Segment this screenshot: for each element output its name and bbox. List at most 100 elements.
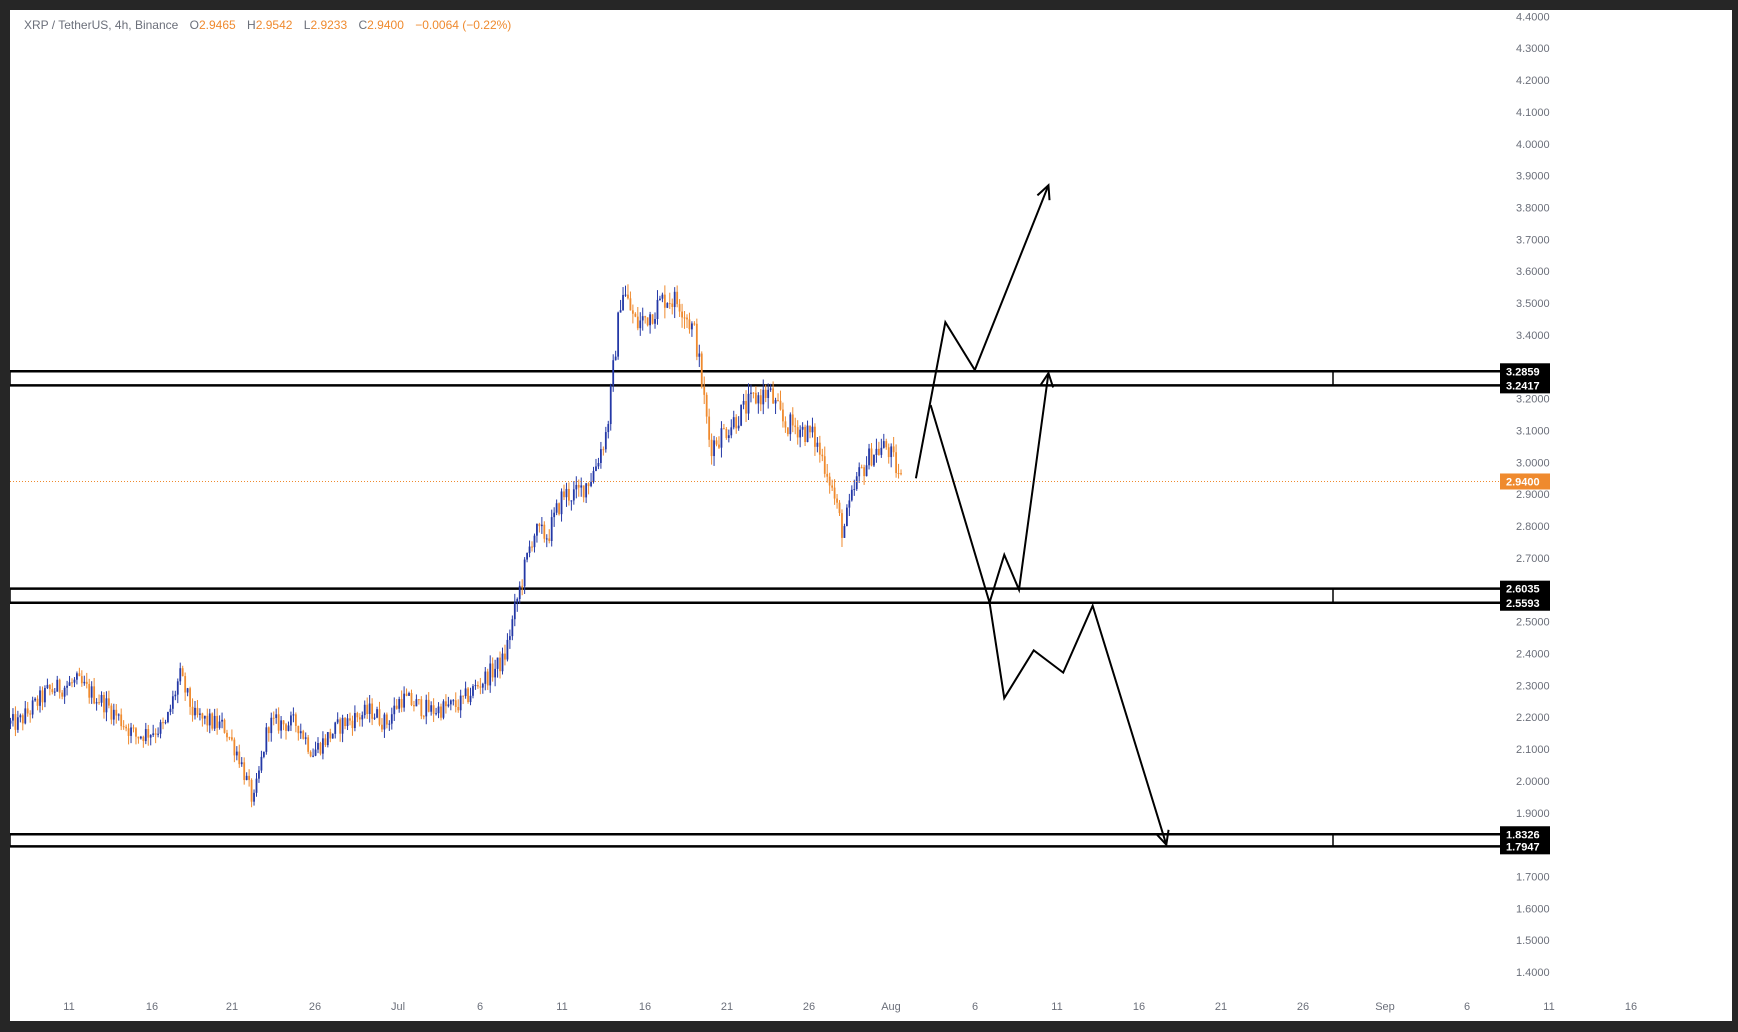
chart-panel[interactable]: 4.4000 4.3000 4.2000 4.1000 4.0000 3.9000 3.80… [10,10,1732,1021]
candle-body [614,356,617,361]
candle-body [430,705,433,712]
candle-body [784,421,787,428]
candle-body [95,702,98,704]
candle-body [442,701,445,718]
y-tick-label: 3.4000 [1516,330,1550,342]
zone-price-tag [1500,838,1550,855]
candle-body [553,512,556,518]
candle-body [36,698,39,706]
candle-body [110,705,113,720]
x-tick-label: 11 [63,1001,74,1013]
candle-body [848,500,851,508]
candle-body [39,690,41,706]
candle-body [376,709,378,718]
candle-body [393,705,396,715]
candle-body [501,653,504,672]
candle-body [737,425,740,429]
candle-body [641,316,644,321]
candle-body [723,428,725,430]
candle-body [860,467,863,469]
candle-body [88,683,91,698]
candle-body [895,452,897,474]
candle-body [157,733,159,735]
candle-body [540,524,543,527]
candle-body [826,473,829,477]
x-tick-label: 21 [226,1001,238,1013]
candle-body [184,676,187,693]
candle-body [336,719,339,723]
candle-body [176,681,179,695]
x-tick-label: Sep [1375,1001,1395,1013]
y-tick-label: 4.4000 [1516,11,1550,23]
candle-body [772,388,774,404]
candle-body [715,440,718,445]
candle-body [398,699,401,709]
price-axis[interactable]: 4.4000 4.3000 4.2000 4.1000 4.0000 3.9000 3.80… [1500,11,1550,979]
candle-body [619,310,622,313]
candle-body [14,714,17,730]
candle-body [314,749,317,756]
x-tick-label: 26 [803,1001,815,1013]
candle-body [853,489,856,491]
candle-body [467,688,469,703]
candle-body [786,427,789,435]
candle-body [462,695,465,697]
candle-body [452,700,455,702]
candle-body [708,416,711,440]
candle-body [513,602,516,620]
candle-body [668,303,671,305]
candle-body [78,673,81,677]
candle-body [528,546,531,554]
candle-body [366,704,369,714]
x-tick-label: Jul [391,1001,405,1013]
candle-body [267,727,270,734]
candle-body [631,310,634,314]
candle-body [312,755,314,757]
candle-body [673,291,676,308]
candle-body [799,429,802,438]
x-tick-label: 21 [1215,1001,1227,1013]
candle-body [639,320,642,329]
y-tick-label: 1.5000 [1516,935,1550,947]
candle-body [373,717,376,719]
candle-body [270,717,273,734]
candle-body [317,743,319,750]
candle-body [344,717,346,727]
candle-body [703,386,706,395]
candle-body [240,762,243,765]
candle-body [747,393,750,414]
candle-body [417,699,420,701]
candle-body [595,466,597,471]
candle-body [221,719,223,722]
y-tick-label: 1.7000 [1516,872,1550,884]
y-tick-label: 2.2000 [1516,712,1550,724]
zone-price-tag [1500,594,1550,611]
candle-body [447,704,450,707]
candle-body [169,708,172,712]
candle-body [71,682,73,684]
candle-body [112,709,115,720]
y-tick-label: 4.1000 [1516,107,1550,119]
candle-body [400,699,403,708]
candle-body [568,488,570,501]
candle-body [671,303,674,308]
candle-body [378,709,381,725]
candle-body [66,685,68,688]
candle-body [262,751,265,757]
change-value: −0.0064 (−0.22%) [415,18,512,32]
time-axis[interactable]: 11 16 21 26 Jul 6 11 16 21 26 Aug 6 11 16 21 26 Sep 6 11 16 [63,1001,1637,1013]
candle-body [740,404,743,426]
high-label: H [247,18,256,32]
candle-body [774,400,777,404]
price-chart[interactable]: 4.4000 4.3000 4.2000 4.1000 4.0000 3.9000 3.80… [10,10,1732,1021]
candle-body [194,707,196,716]
candle-body [698,353,701,357]
candle-body [686,317,688,320]
candle-body [122,726,125,728]
x-tick-label: 21 [721,1001,733,1013]
low-label: L [303,18,311,32]
candle-body [12,714,14,721]
candle-body [159,722,162,734]
candle-body [189,688,191,707]
candle-body [403,693,405,708]
